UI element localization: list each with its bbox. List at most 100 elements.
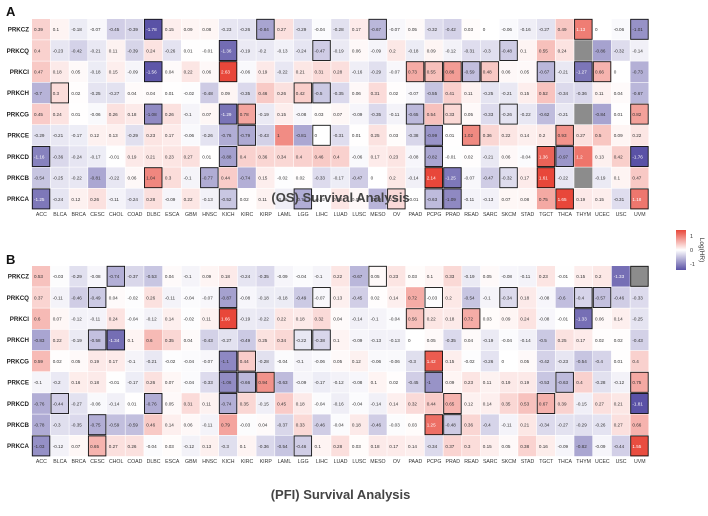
- cell-value: -0.27: [539, 27, 550, 32]
- heatmap-cell: [443, 167, 462, 188]
- cell-value: 0.1: [427, 274, 434, 279]
- cell-value: -0.27: [558, 423, 569, 428]
- heatmap-cell: [256, 167, 275, 188]
- heatmap-cell: [125, 61, 144, 82]
- cell-value: -0.09: [165, 197, 176, 202]
- cell-value: -0.21: [558, 112, 569, 117]
- column-label: KIRP: [260, 212, 273, 218]
- column-label: HNSC: [202, 459, 217, 465]
- heatmap-cell: [406, 103, 425, 125]
- column-label: MESO: [370, 459, 385, 465]
- heatmap-cell: [293, 19, 312, 40]
- cell-value: -0.02: [464, 359, 475, 364]
- heatmap-cell: [368, 82, 387, 104]
- heatmap-cell: [480, 414, 499, 435]
- cell-value: -0.1: [128, 359, 136, 364]
- cell-value: 0.26: [146, 295, 155, 300]
- heatmap-cell: [181, 350, 200, 372]
- heatmap-cell: [368, 19, 387, 40]
- heatmap-cell: [256, 103, 275, 125]
- cell-value: 0.27: [614, 423, 623, 428]
- heatmap-cell: [536, 188, 555, 210]
- heatmap-cell: [555, 372, 574, 393]
- cell-value: 0.19: [502, 380, 511, 385]
- heatmap-cell: [50, 393, 69, 414]
- heatmap-cell: [256, 82, 275, 104]
- heatmap-cell: [443, 266, 462, 287]
- cell-value: -0.66: [240, 380, 251, 385]
- cell-value: 0.02: [371, 295, 380, 300]
- heatmap-cell: [331, 308, 350, 329]
- cell-value: -0.43: [258, 133, 269, 138]
- significant-cell-outline: [237, 350, 256, 372]
- cell-value: 0.16: [539, 444, 548, 449]
- heatmap-cell: [518, 188, 537, 210]
- cell-value: -0.12: [53, 444, 64, 449]
- heatmap-cell: [443, 350, 462, 372]
- heatmap-cell: [462, 372, 481, 393]
- heatmap-cell: [536, 435, 555, 457]
- cell-value: -0.42: [71, 48, 82, 53]
- cell-value: -0.63: [558, 380, 569, 385]
- heatmap-cell: [50, 329, 69, 351]
- heatmap-cell: [275, 19, 294, 40]
- significant-cell-outline: [536, 393, 556, 414]
- column-label: ACC: [36, 459, 47, 465]
- cell-value: -0.23: [221, 27, 232, 32]
- column-label: UVM: [634, 459, 646, 465]
- heatmap-cell: [406, 414, 425, 435]
- cell-value: 0.14: [408, 444, 417, 449]
- cell-value: -1.01: [632, 27, 643, 32]
- significant-cell-outline: [293, 82, 313, 104]
- cell-value: 0.09: [221, 91, 230, 96]
- heatmap-cell: [424, 61, 443, 82]
- cell-value: 0.24: [53, 112, 62, 117]
- cell-value: -0.17: [71, 133, 82, 138]
- column-label: ACC: [36, 212, 47, 218]
- cell-value: -0.57: [595, 295, 606, 300]
- cell-value: 0.03: [389, 133, 398, 138]
- cell-value: -0.01: [558, 274, 569, 279]
- heatmap-cell: [480, 329, 499, 351]
- cell-value: -0.44: [53, 401, 64, 406]
- heatmap-cell: [144, 19, 163, 40]
- cell-value: -0.11: [109, 197, 120, 202]
- heatmap-cell: [462, 435, 481, 457]
- heatmap-cell: [32, 414, 51, 435]
- cell-value: 0.35: [502, 401, 511, 406]
- cell-value: 0: [408, 338, 411, 343]
- cell-value: -0.12: [184, 444, 195, 449]
- heatmap-cell: [219, 350, 238, 372]
- cell-value: 0.05: [520, 359, 529, 364]
- cell-value: -0.22: [109, 176, 120, 181]
- heatmap-cell: [499, 61, 518, 82]
- cell-value: -0.26: [165, 48, 176, 53]
- cell-value: 0.18: [520, 295, 529, 300]
- cell-value: 0.09: [184, 27, 193, 32]
- significant-cell-outline: [424, 61, 443, 83]
- heatmap-cell: [237, 266, 256, 287]
- cell-value: -0.26: [202, 133, 213, 138]
- heatmap-cell: [593, 350, 612, 372]
- cell-value: -0.84: [258, 27, 269, 32]
- significant-cell-outline: [592, 287, 612, 308]
- heatmap-cell: [69, 103, 88, 125]
- cell-value: -0.12: [71, 317, 82, 322]
- cell-value: 1.25: [427, 423, 436, 428]
- cell-value: -0.14: [109, 401, 120, 406]
- cell-value: 0.65: [90, 444, 99, 449]
- heatmap-cell: [499, 393, 518, 414]
- heatmap-cell: [144, 40, 163, 61]
- cell-value: 0.04: [464, 338, 473, 343]
- significant-cell-outline: [424, 124, 443, 146]
- cell-value: -0.17: [315, 380, 326, 385]
- cell-value: 0.79: [221, 423, 230, 428]
- heatmap-cell: [518, 103, 537, 125]
- cell-value: -0.06: [371, 359, 382, 364]
- column-label: PCPG: [427, 212, 442, 218]
- heatmap-cell: [630, 372, 649, 393]
- heatmap-cell: [499, 125, 518, 146]
- significant-cell-outline: [50, 393, 69, 414]
- cell-value: 0.01: [128, 401, 137, 406]
- heatmap-cell: [144, 167, 163, 188]
